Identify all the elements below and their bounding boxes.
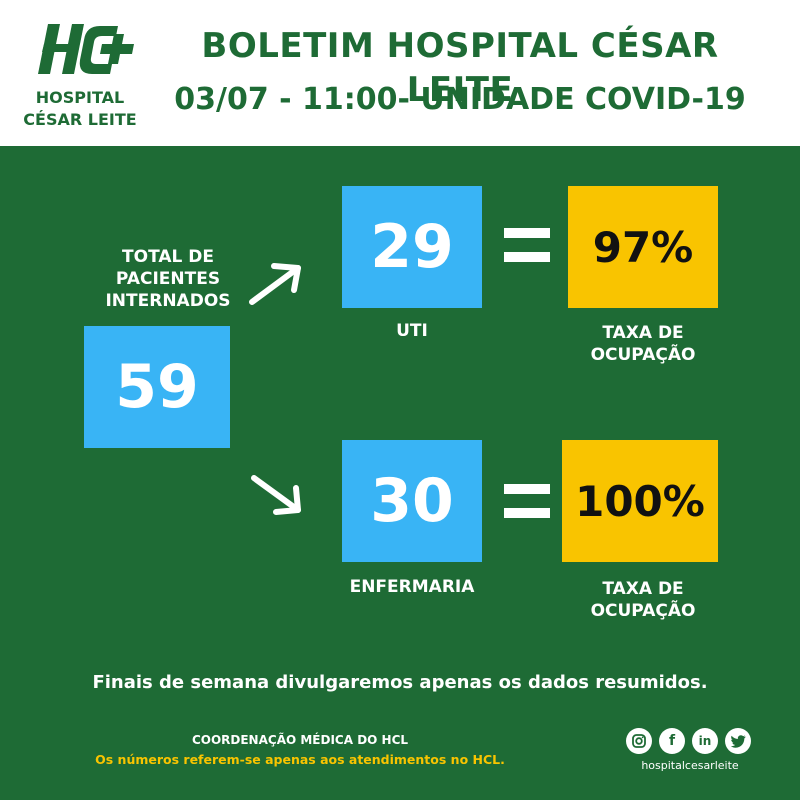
enfermaria-rate-label-line2: OCUPAÇÃO [590,601,696,621]
uti-value-box: 29 [342,186,482,308]
enfermaria-label: ENFERMARIA [349,577,475,597]
total-value: 59 [115,352,199,422]
header: HOSPITAL CÉSAR LEITE BOLETIM HOSPITAL CÉ… [0,0,800,146]
arrow-down-right-icon [251,475,301,515]
uti-value: 29 [370,212,454,282]
linkedin-icon[interactable]: in [692,728,718,754]
uti-label: UTI [396,321,428,341]
total-value-box: 59 [84,326,230,448]
hospital-logo: HOSPITAL CÉSAR LEITE [14,18,146,136]
hcl-logo-icon [38,24,134,74]
logo-text-line1: HOSPITAL [35,88,125,107]
facebook-icon[interactable]: f [659,728,685,754]
weekend-note: Finais de semana divulgaremos apenas os … [92,672,708,693]
total-label-line2: PACIENTES [115,269,221,289]
enfermaria-value-box: 30 [342,440,482,562]
logo-text-line2: CÉSAR LEITE [23,110,137,129]
twitter-icon[interactable] [725,728,751,754]
uti-rate-label-line1: TAXA DE [602,323,684,343]
equals-bar-top [504,484,550,494]
enfermaria-rate-label: TAXA DE OCUPAÇÃO [560,578,726,622]
uti-rate-label: TAXA DE OCUPAÇÃO [560,322,726,366]
total-label-line3: INTERNADOS [105,291,231,311]
social-icons: f in [626,728,752,756]
enfermaria-rate: 100% [575,476,705,526]
enfermaria-rate-label-line1: TAXA DE [602,579,684,599]
equals-bar-bottom [504,508,550,518]
instagram-icon[interactable] [626,728,652,754]
uti-rate: 97% [592,222,694,272]
enfermaria-value: 30 [370,466,454,536]
total-label-line1: TOTAL DE [122,247,214,267]
coordination-text: COORDENAÇÃO MÉDICA DO HCL [191,733,409,747]
social-handle[interactable]: hospitalcesarleite [641,759,739,772]
page-subtitle: 03/07 - 11:00- UNIDADE COVID-19 [174,82,746,117]
arrow-up-right-icon [249,263,301,305]
equals-bar-top [504,228,550,238]
uti-rate-box: 97% [568,186,718,308]
enfermaria-rate-box: 100% [562,440,718,562]
equals-bar-bottom [504,252,550,262]
uti-rate-label-line2: OCUPAÇÃO [590,345,696,365]
total-label: TOTAL DE PACIENTES INTERNADOS [88,246,248,312]
page-title: BOLETIM HOSPITAL CÉSAR LEITE [201,26,719,110]
disclaimer-text: Os números referem-se apenas aos atendim… [95,752,505,767]
